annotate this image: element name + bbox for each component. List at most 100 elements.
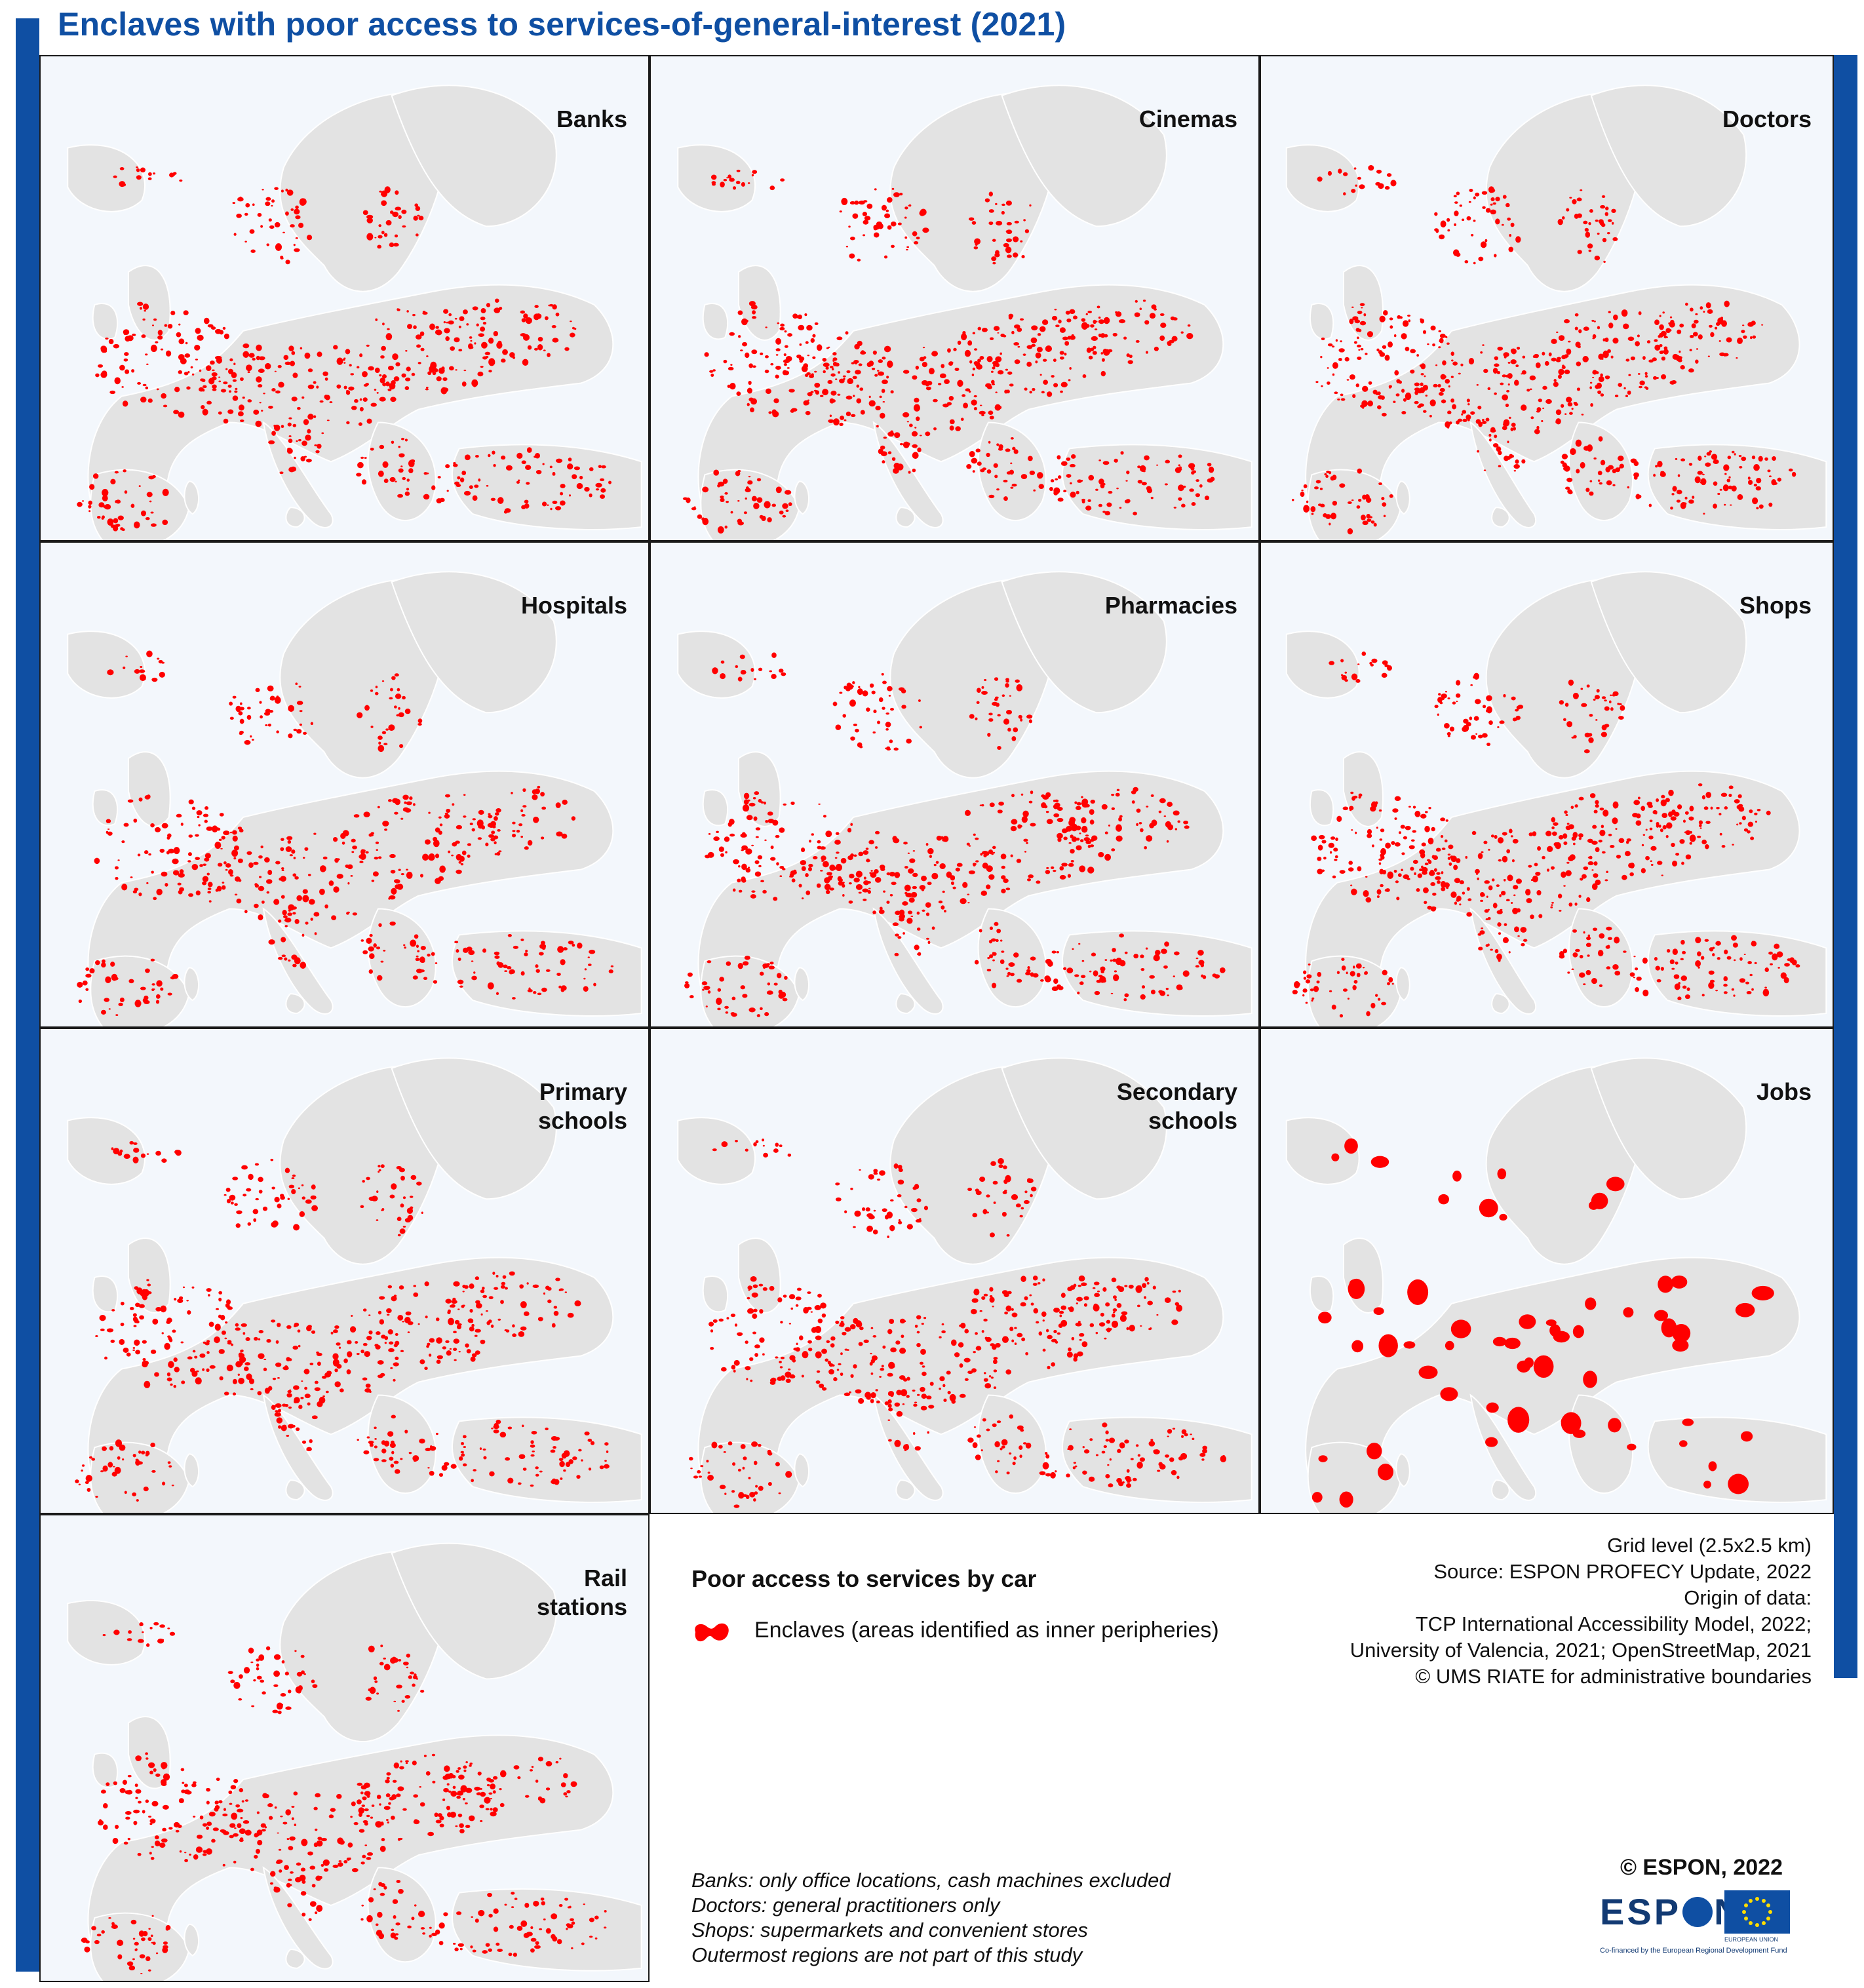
enclave-mark	[397, 688, 400, 692]
enclave-mark	[798, 356, 805, 361]
enclave-mark	[1502, 832, 1507, 836]
enclave-mark	[783, 803, 787, 806]
enclave-mark	[1738, 794, 1742, 798]
enclave-mark	[1051, 986, 1058, 992]
enclave-mark	[271, 388, 276, 392]
enclave-mark	[110, 478, 116, 485]
enclave-mark	[370, 689, 374, 692]
enclave-mark	[433, 840, 440, 848]
enclave-mark	[1791, 471, 1796, 477]
enclave-mark	[387, 1329, 393, 1335]
enclave-mark	[922, 909, 925, 912]
enclave-mark	[132, 1492, 137, 1496]
land-shape	[1307, 955, 1402, 1026]
enclave-mark	[174, 387, 180, 393]
enclave-mark	[851, 362, 855, 364]
enclave-mark	[157, 330, 163, 336]
enclave-mark	[535, 969, 540, 973]
enclave-mark	[497, 497, 504, 504]
enclave-mark	[395, 798, 400, 806]
enclave-mark	[1534, 863, 1538, 867]
enclave-mark	[235, 1223, 241, 1228]
enclave-mark	[1589, 386, 1592, 389]
enclave-mark	[1502, 195, 1507, 199]
enclave-mark	[1006, 1234, 1010, 1237]
enclave-mark	[451, 854, 454, 857]
enclave-mark	[1483, 368, 1488, 374]
enclave-mark	[123, 332, 126, 336]
enclave-mark	[282, 909, 287, 916]
enclave-mark	[511, 833, 516, 838]
enclave-mark	[395, 362, 400, 366]
enclave-mark	[1506, 389, 1510, 393]
enclave-mark	[967, 1371, 973, 1374]
enclave-mark	[899, 914, 905, 920]
enclave-mark	[890, 1199, 894, 1202]
enclave-mark	[170, 976, 176, 980]
enclave-mark	[758, 1283, 764, 1287]
enclave-mark	[769, 1380, 776, 1385]
enclave-mark	[881, 672, 884, 676]
enclave-mark	[356, 473, 362, 477]
enclave-mark	[299, 198, 306, 206]
enclave-mark	[253, 1336, 258, 1341]
enclave-mark	[873, 1209, 876, 1212]
enclave-mark	[1475, 419, 1481, 424]
enclave-mark	[471, 828, 475, 832]
enclave-mark	[1630, 356, 1635, 361]
enclave-mark	[240, 377, 244, 381]
enclave-mark	[1011, 819, 1018, 825]
enclave-mark	[543, 349, 546, 351]
enclave-mark	[897, 936, 902, 939]
enclave-mark	[1602, 237, 1607, 243]
enclave-mark	[425, 387, 429, 389]
enclave-mark	[198, 824, 201, 827]
enclave-mark	[1568, 340, 1571, 343]
enclave-mark	[889, 1319, 895, 1324]
enclave-mark	[957, 340, 961, 345]
enclave-mark	[743, 511, 747, 515]
enclave-mark	[355, 1341, 359, 1344]
enclave-mark	[811, 833, 815, 836]
enclave-mark	[888, 1361, 895, 1369]
enclave-mark	[1060, 461, 1068, 466]
enclave-mark	[236, 213, 242, 218]
enclave-mark	[550, 507, 553, 511]
enclave-mark	[145, 968, 150, 973]
enclave-mark	[804, 313, 807, 317]
enclave-mark	[1098, 316, 1101, 319]
enclave-mark	[743, 792, 750, 800]
enclave-mark	[1098, 851, 1104, 857]
enclave-mark	[135, 1302, 140, 1308]
enclave-mark	[1010, 462, 1013, 465]
enclave-mark	[1741, 979, 1745, 981]
enclave-mark	[156, 980, 163, 987]
enclave-mark	[1659, 315, 1661, 317]
enclave-mark	[1689, 806, 1694, 811]
enclave-mark	[969, 360, 973, 364]
enclave-mark	[417, 718, 423, 724]
enclave-mark	[265, 197, 271, 201]
enclave-mark	[274, 696, 281, 704]
enclave-mark	[1477, 877, 1479, 880]
enclave-mark	[1389, 325, 1393, 329]
enclave-mark	[835, 832, 840, 835]
enclave-mark	[391, 1451, 395, 1454]
enclave-mark	[202, 408, 208, 416]
enclave-mark	[1114, 970, 1117, 973]
enclave-mark	[1450, 398, 1455, 403]
enclave-mark	[216, 357, 222, 364]
enclave-mark	[400, 1458, 403, 1460]
enclave-mark	[1650, 846, 1657, 851]
enclave-mark	[1667, 328, 1672, 332]
enclave-mark	[897, 1165, 903, 1169]
enclave-mark	[1488, 186, 1494, 193]
enclave-mark	[1583, 866, 1589, 870]
enclave-mark	[469, 823, 473, 826]
copyright: © ESPON, 2022	[1620, 1855, 1783, 1880]
enclave-mark	[453, 1281, 460, 1287]
enclave-mark	[775, 374, 778, 378]
enclave-mark	[123, 1347, 129, 1353]
enclave-mark	[1353, 965, 1355, 969]
enclave-mark	[835, 1320, 840, 1325]
